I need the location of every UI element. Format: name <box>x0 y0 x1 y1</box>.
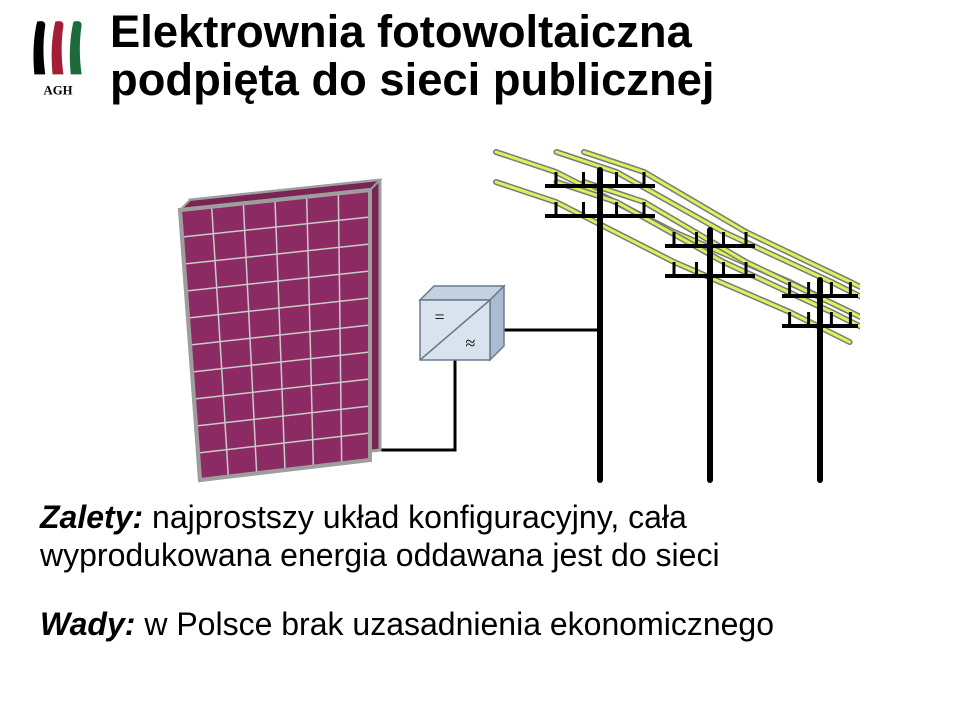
slide-title: Elektrownia fotowoltaiczna podpięta do s… <box>110 8 929 103</box>
disadvantages-content: w Polsce brak uzasadnienia ekonomicznego <box>135 606 774 642</box>
title-line-2: podpięta do sieci publicznej <box>110 56 929 104</box>
pv-grid-diagram: =≈ <box>120 130 860 490</box>
disadvantages-text: Wady: w Polsce brak uzasadnienia ekonomi… <box>40 605 919 643</box>
title-line-1: Elektrownia fotowoltaiczna <box>110 8 929 56</box>
svg-text:=: = <box>435 307 445 327</box>
svg-text:≈: ≈ <box>465 333 475 353</box>
advantages-label: Zalety: <box>40 499 143 535</box>
disadvantages-label: Wady: <box>40 606 135 642</box>
svg-text:AGH: AGH <box>44 83 73 97</box>
agh-logo: AGH <box>22 18 94 98</box>
advantages-text: Zalety: najprostszy układ konfiguracyjny… <box>40 498 919 575</box>
